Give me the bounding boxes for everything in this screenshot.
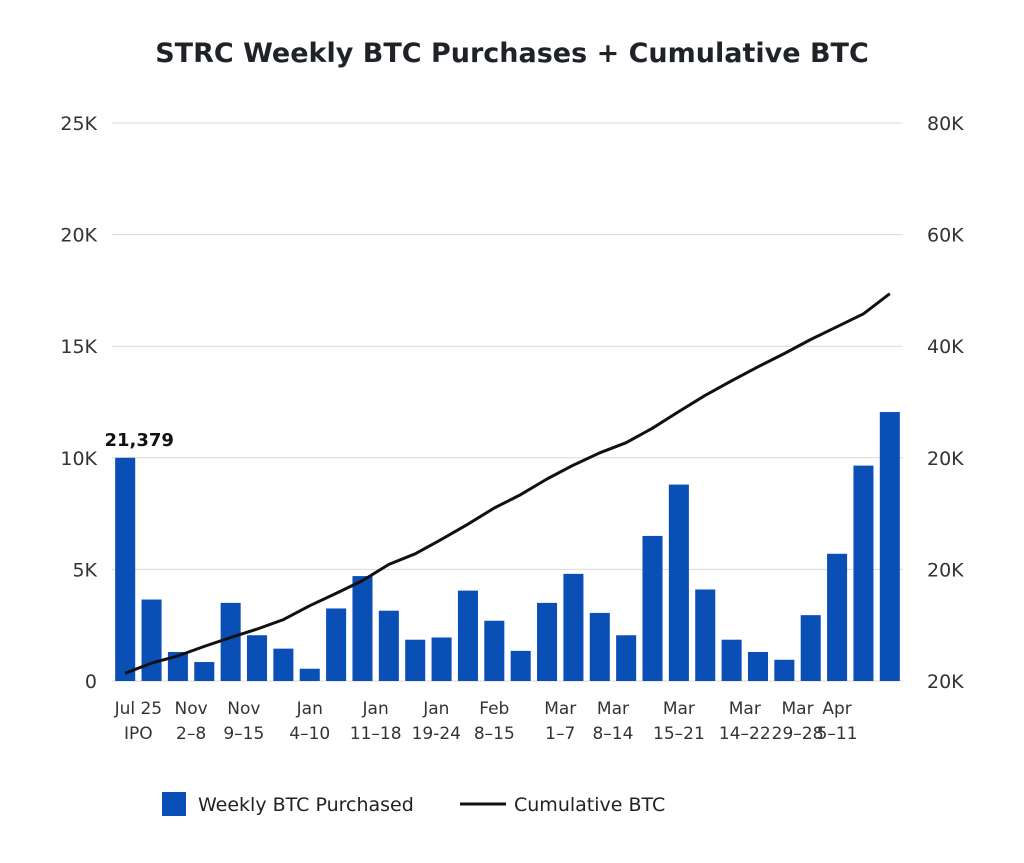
bar bbox=[721, 639, 742, 681]
left-tick-label: 15K bbox=[60, 336, 97, 358]
bar bbox=[299, 668, 320, 681]
x-tick-line: 8–14 bbox=[592, 724, 633, 744]
x-tick-line: 11–18 bbox=[350, 724, 402, 744]
bar bbox=[167, 651, 188, 681]
x-tick-line: 2–8 bbox=[176, 724, 206, 744]
bar bbox=[747, 651, 769, 681]
bar bbox=[695, 589, 716, 681]
legend: Weekly BTC Purchased Cumulative BTC bbox=[162, 792, 665, 816]
legend-label-weekly: Weekly BTC Purchased bbox=[198, 794, 414, 816]
x-tick-line: Jan bbox=[296, 699, 323, 719]
x-tick-label: Apr 5–11 bbox=[817, 699, 858, 744]
bar bbox=[220, 602, 241, 681]
bar bbox=[668, 484, 689, 681]
x-tick-line: IPO bbox=[124, 724, 153, 744]
right-axis-ticks: 20K 20K 20K 40K 60K 80K bbox=[927, 113, 964, 693]
x-tick-line: 4–10 bbox=[289, 724, 330, 744]
bar-series bbox=[115, 412, 900, 681]
x-tick-label: Mar 1–7 bbox=[544, 699, 576, 744]
x-tick-line: Jan bbox=[422, 699, 449, 719]
x-tick-line: 14–22 bbox=[719, 724, 771, 744]
bar bbox=[879, 412, 900, 681]
x-tick-line: Jul 25 bbox=[114, 699, 163, 719]
left-tick-label: 10K bbox=[60, 448, 97, 470]
x-tick-line: Mar bbox=[781, 699, 813, 719]
x-tick-line: Mar bbox=[663, 699, 695, 719]
x-tick-line: 15–21 bbox=[653, 724, 705, 744]
bar bbox=[800, 615, 821, 681]
bar bbox=[273, 648, 294, 681]
left-tick-label: 25K bbox=[60, 113, 97, 135]
bar bbox=[457, 590, 478, 681]
left-tick-label: 0 bbox=[85, 671, 97, 693]
bar bbox=[616, 635, 637, 681]
x-tick-label: Nov 9–15 bbox=[223, 699, 264, 744]
bar bbox=[827, 553, 848, 681]
x-tick-line: Mar bbox=[544, 699, 576, 719]
bar bbox=[326, 608, 347, 681]
line-series bbox=[124, 292, 891, 675]
bar bbox=[115, 457, 136, 681]
x-tick-label: Mar 8–14 bbox=[592, 699, 633, 744]
bar bbox=[405, 639, 426, 681]
left-tick-label: 20K bbox=[60, 225, 97, 247]
right-tick-label: 80K bbox=[927, 113, 964, 135]
left-tick-label: 5K bbox=[72, 559, 97, 581]
right-tick-label: 20K bbox=[927, 671, 964, 693]
x-tick-line: 29–28 bbox=[772, 724, 824, 744]
x-tick-line: 19-24 bbox=[412, 724, 461, 744]
x-tick-line: Feb bbox=[479, 699, 509, 719]
x-tick-label: Feb 8–15 bbox=[474, 699, 515, 744]
x-tick-line: Jan bbox=[362, 699, 389, 719]
bar bbox=[431, 637, 452, 681]
bar bbox=[246, 635, 268, 681]
right-tick-label: 60K bbox=[927, 225, 964, 247]
x-tick-line: Nov bbox=[175, 699, 208, 719]
gridlines bbox=[112, 122, 903, 682]
right-tick-label: 20K bbox=[927, 559, 964, 581]
x-tick-line: 9–15 bbox=[223, 724, 264, 744]
bar bbox=[378, 610, 399, 681]
bar bbox=[642, 535, 663, 681]
bar bbox=[352, 576, 373, 681]
x-tick-label: Jan 11–18 bbox=[350, 699, 402, 744]
cumulative-line bbox=[124, 292, 891, 675]
x-tick-label: Mar 14–22 bbox=[719, 699, 771, 744]
bar bbox=[774, 659, 795, 681]
bar bbox=[563, 573, 584, 681]
bar bbox=[194, 662, 215, 681]
x-tick-label: Jul 25 IPO bbox=[114, 699, 163, 744]
bar bbox=[510, 650, 531, 681]
x-tick-line: Nov bbox=[227, 699, 260, 719]
legend-swatch-weekly bbox=[162, 792, 186, 816]
data-labels: 21,379 bbox=[104, 430, 173, 451]
x-tick-line: Mar bbox=[729, 699, 761, 719]
bar bbox=[141, 599, 162, 681]
chart-title: STRC Weekly BTC Purchases + Cumulative B… bbox=[155, 38, 869, 69]
bar bbox=[589, 612, 610, 681]
x-tick-label: Jan 19-24 bbox=[412, 699, 461, 744]
x-tick-label: Nov 2–8 bbox=[175, 699, 208, 744]
x-tick-label: Jan 4–10 bbox=[289, 699, 330, 744]
bar bbox=[853, 465, 874, 681]
x-tick-label: Mar 15–21 bbox=[653, 699, 705, 744]
data-label: 21,379 bbox=[104, 430, 173, 451]
x-tick-line: 5–11 bbox=[817, 724, 858, 744]
bar bbox=[537, 602, 558, 681]
x-tick-line: Mar bbox=[597, 699, 629, 719]
x-tick-line: Apr bbox=[822, 699, 851, 719]
right-tick-label: 20K bbox=[927, 448, 964, 470]
x-tick-line: 8–15 bbox=[474, 724, 515, 744]
left-axis-ticks: 0 5K 10K 15K 20K 25K bbox=[60, 113, 97, 693]
legend-label-cumulative: Cumulative BTC bbox=[514, 794, 665, 816]
x-tick-label: Mar 29–28 bbox=[772, 699, 824, 744]
bar bbox=[484, 620, 505, 681]
x-tick-line: 1–7 bbox=[545, 724, 575, 744]
right-tick-label: 40K bbox=[927, 336, 964, 358]
